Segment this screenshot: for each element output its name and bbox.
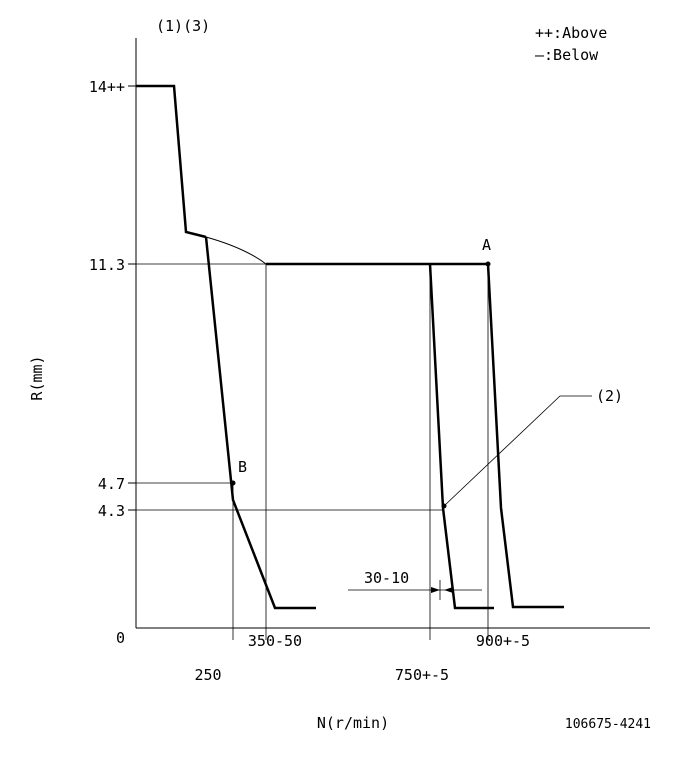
y-tick-label-4.7: 4.7 (98, 475, 125, 493)
dim-arrow-left (431, 587, 440, 593)
point-a-label: A (482, 236, 491, 254)
y-tick-label-4.3: 4.3 (98, 502, 125, 520)
legend-above: ++:Above (535, 24, 607, 42)
point-a-marker (485, 261, 491, 267)
x-tick-label-900: 900+-5 (476, 632, 530, 650)
callout-2-leader (443, 395, 592, 507)
origin-label: 0 (116, 629, 125, 647)
point-2-marker (441, 503, 447, 509)
x-tick-label-250: 250 (194, 666, 221, 684)
x-tick-label-350: 350-50 (248, 632, 302, 650)
legend-below: —:Below (535, 46, 599, 64)
characteristic-curve-mid-drop (428, 263, 494, 610)
doc-number: 106675-4241 (565, 717, 651, 732)
header-notes: (1)(3) (156, 17, 210, 35)
callout-2-label: (2) (596, 387, 623, 405)
y-axis-label: R(mm) (28, 355, 46, 400)
y-tick-label-14: 14++ (89, 78, 125, 96)
x-axis-label: N(r/min) (317, 714, 389, 732)
characteristic-curve-right-drop (486, 263, 564, 609)
characteristic-curve-upper (136, 84, 207, 239)
dim-label-30-10: 30-10 (364, 569, 409, 587)
point-b-marker (230, 480, 236, 486)
point-b-label: B (238, 458, 247, 476)
characteristic-curve-arc (205, 236, 267, 265)
y-tick-label-11.3: 11.3 (89, 256, 125, 274)
dim-arrow-right (444, 587, 453, 593)
characteristic-curve-left-drop (204, 236, 316, 610)
x-tick-label-750: 750+-5 (395, 666, 449, 684)
